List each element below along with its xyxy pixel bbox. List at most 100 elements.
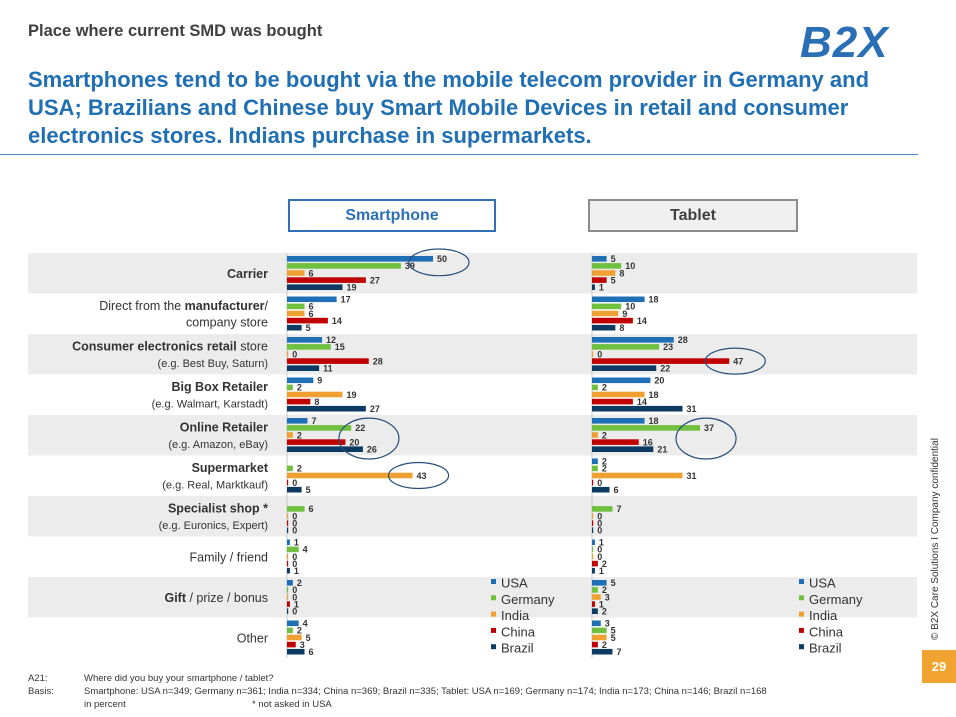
bar-tablet-usa [592, 256, 607, 262]
bar-tablet-germany [592, 384, 598, 391]
bar-smartphone-usa [287, 296, 337, 303]
bar-tablet-brazil [592, 527, 594, 533]
bar-tablet-usa [592, 539, 595, 546]
highlight-circle [408, 248, 470, 277]
legend-label-china: China [501, 624, 536, 639]
bar-tablet-germany [592, 546, 594, 553]
bar-value-label: 3 [605, 619, 610, 629]
bar-smartphone-india [287, 391, 343, 398]
bar-value-label: 1 [294, 538, 299, 548]
bar-value-label: 6 [309, 268, 314, 278]
bar-smartphone-china [287, 560, 289, 567]
bar-value-label: 0 [292, 607, 297, 617]
legend-label-brazil: Brazil [809, 641, 842, 656]
bar-value-label: 0 [597, 526, 602, 536]
bar-value-label: 12 [326, 335, 336, 345]
bar-tablet-brazil [592, 324, 616, 331]
bar-tablet-brazil [592, 567, 595, 574]
bar-smartphone-usa [287, 377, 314, 384]
bar-value-label: 2 [297, 464, 302, 474]
bar-tablet-india [592, 513, 594, 519]
bar-value-label: 1 [294, 566, 299, 576]
bar-tablet-brazil [592, 486, 610, 493]
bar-value-label: 21 [657, 445, 667, 455]
section-title: Place where current SMD was bought [28, 22, 323, 40]
category-label: Big Box Retailer [171, 380, 268, 394]
category-label: Supermarket [192, 461, 269, 475]
bar-smartphone-germany [287, 384, 293, 391]
bar-smartphone-usa [287, 256, 433, 262]
bar-tablet-germany [592, 303, 622, 310]
bar-value-label: 0 [292, 349, 297, 359]
bar-tablet-china [592, 277, 607, 283]
bar-value-label: 14 [637, 316, 647, 326]
bar-smartphone-china [287, 601, 290, 607]
bar-tablet-india [592, 270, 616, 276]
bar-value-label: 6 [309, 309, 314, 319]
bar-tablet-china [592, 601, 595, 607]
bar-value-label: 14 [332, 316, 342, 326]
bar-value-label: 1 [599, 566, 604, 576]
bar-tablet-india [592, 594, 601, 600]
bar-smartphone-china [287, 439, 346, 445]
bar-value-label: 20 [654, 376, 664, 386]
bar-smartphone-usa [287, 337, 323, 343]
category-label: Family / friend [190, 550, 269, 564]
bar-value-label: 0 [597, 552, 602, 562]
bar-smartphone-germany [287, 303, 305, 310]
bar-tablet-germany [592, 344, 660, 350]
bar-value-label: 1 [599, 283, 604, 293]
bar-value-label: 2 [602, 464, 607, 474]
bar-value-label: 0 [292, 559, 297, 569]
bar-value-label: 5 [611, 578, 616, 588]
bar-value-label: 0 [597, 349, 602, 359]
category-label: (e.g. Real, Marktkauf) [162, 480, 268, 492]
bar-value-label: 0 [292, 585, 297, 595]
copyright-note: © B2X Care Solutions I Company confident… [930, 438, 941, 640]
bar-value-label: 5 [611, 254, 616, 264]
bar-value-label: 31 [687, 404, 697, 414]
legend-swatch-india [799, 611, 804, 617]
bar-tablet-germany [592, 263, 622, 269]
bar-tablet-india [592, 391, 645, 398]
bar-value-label: 37 [704, 423, 714, 433]
bar-tablet-brazil [592, 365, 657, 371]
bar-smartphone-india [287, 270, 305, 276]
bar-smartphone-india [287, 351, 289, 357]
bar-tablet-china [592, 560, 598, 567]
bar-tablet-india [592, 310, 619, 317]
legend-label-brazil: Brazil [501, 641, 534, 656]
legend-swatch-usa [799, 579, 804, 584]
bar-value-label: 1 [599, 538, 604, 548]
bar-value-label: 43 [417, 471, 427, 481]
bar-smartphone-brazil [287, 446, 363, 452]
bar-value-label: 7 [616, 504, 621, 514]
bar-tablet-china [592, 439, 639, 445]
bar-value-label: 2 [602, 559, 607, 569]
bar-tablet-usa [592, 296, 645, 303]
bar-smartphone-usa [287, 539, 290, 546]
bar-value-label: 19 [346, 283, 356, 293]
bar-value-label: 0 [597, 518, 602, 528]
legend-swatch-germany [491, 595, 496, 601]
bar-smartphone-brazil [287, 284, 343, 290]
bar-smartphone-brazil [287, 608, 289, 614]
bar-value-label: 3 [605, 592, 610, 602]
bar-value-label: 5 [611, 633, 616, 643]
category-label: (e.g. Best Buy, Saturn) [158, 358, 268, 370]
bar-smartphone-india [287, 634, 302, 641]
bar-value-label: 27 [370, 275, 380, 285]
page-number: 29 [922, 650, 956, 683]
bar-value-label: 3 [300, 640, 305, 650]
bar-tablet-germany [592, 627, 607, 634]
bar-smartphone-brazil [287, 648, 305, 655]
bar-value-label: 18 [649, 416, 659, 426]
legend-swatch-china [799, 627, 804, 633]
bar-smartphone-india [287, 594, 289, 600]
bar-smartphone-india [287, 513, 289, 519]
bar-tablet-india [592, 553, 594, 560]
bar-tablet-brazil [592, 648, 613, 655]
bar-smartphone-brazil [287, 324, 302, 331]
bar-value-label: 0 [597, 478, 602, 488]
